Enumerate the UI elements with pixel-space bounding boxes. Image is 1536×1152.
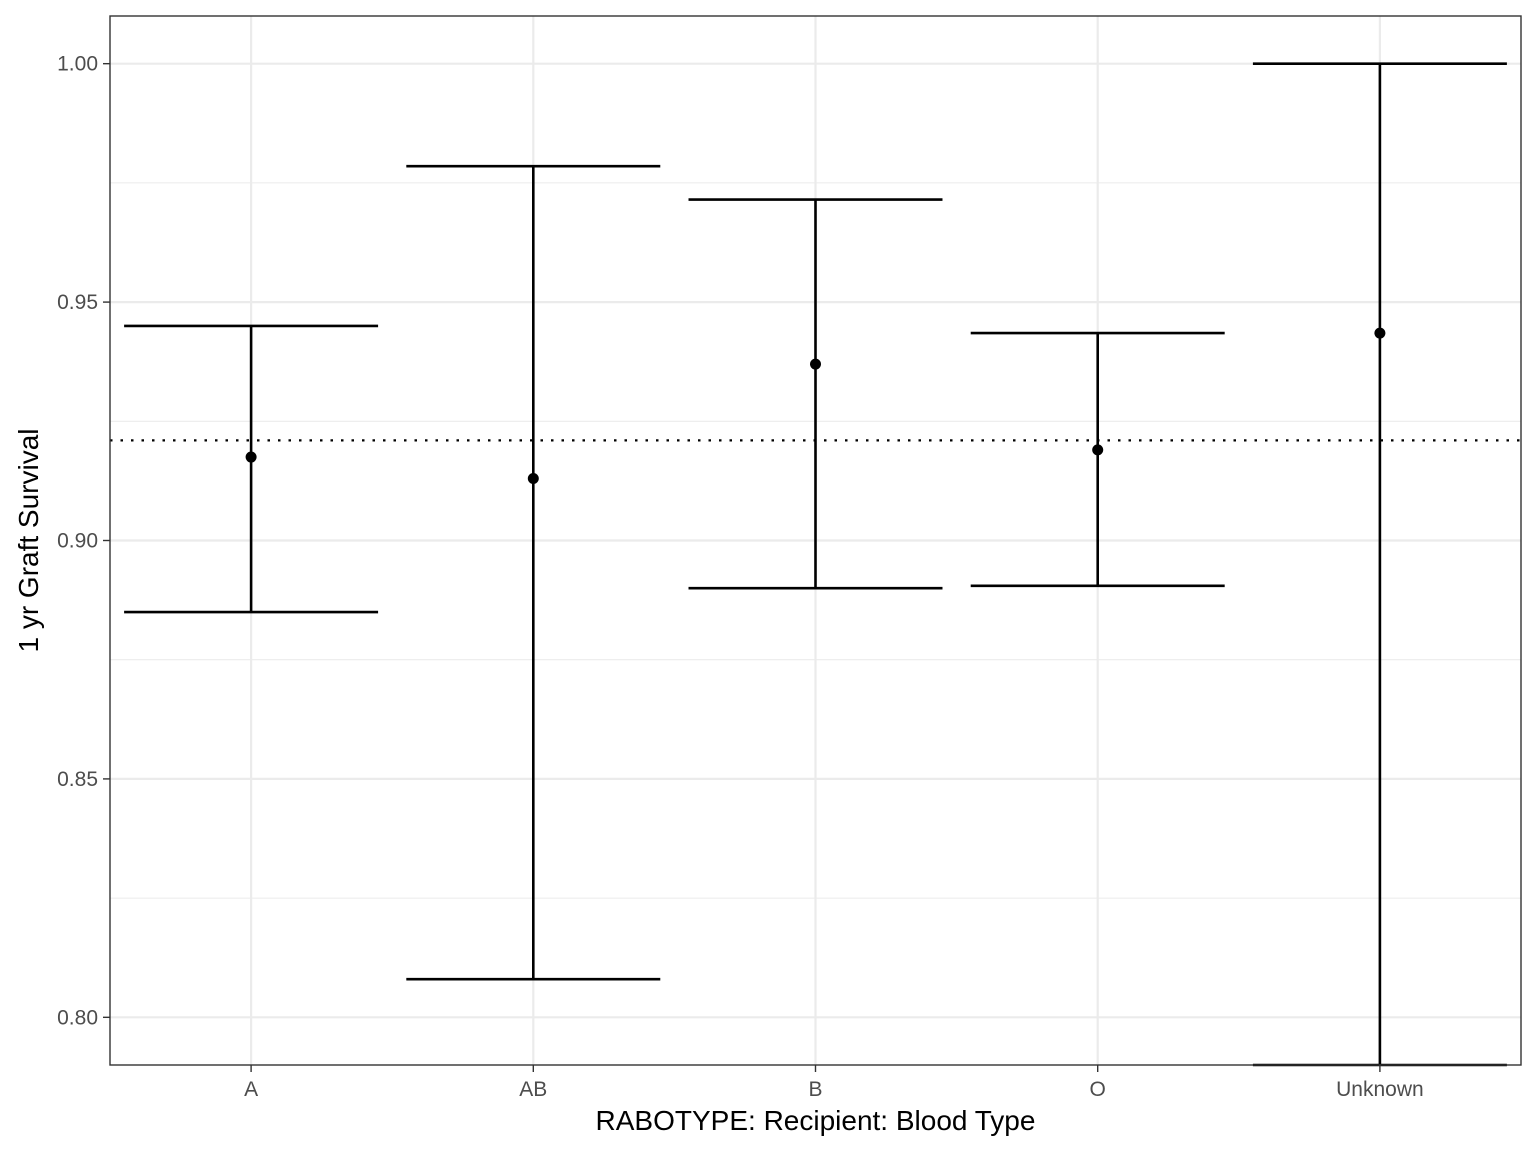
data-marks [124,62,1507,1067]
x-axis-title: RABOTYPE: Recipient: Blood Type [596,1105,1036,1136]
errorbar-ab [406,164,661,981]
errorbar-a [124,324,379,614]
y-tick-label: 0.85 [57,768,98,791]
x-tick-label: B [808,1078,822,1101]
point-estimate [810,358,821,370]
errorbar-b [688,198,943,590]
errorbar-o [970,331,1225,588]
x-tick-label: AB [519,1078,547,1101]
point-estimate [1092,444,1104,456]
axes: 0.80 0.85 0.90 0.95 1.00 A AB B O Unknown [57,53,1424,1101]
y-tick-label: 0.80 [57,1006,98,1029]
point-estimate [527,473,539,485]
point-estimate [245,451,257,463]
y-tick-label: 0.90 [57,530,98,553]
point-estimate [1374,327,1386,339]
y-axis-title: 1 yr Graft Survival [13,428,44,652]
x-tick-label: O [1090,1078,1106,1101]
y-tick-label: 0.95 [57,291,98,314]
y-tick-label: 1.00 [57,53,98,76]
x-tick-label: Unknown [1336,1078,1424,1101]
x-tick-label: A [244,1078,258,1101]
